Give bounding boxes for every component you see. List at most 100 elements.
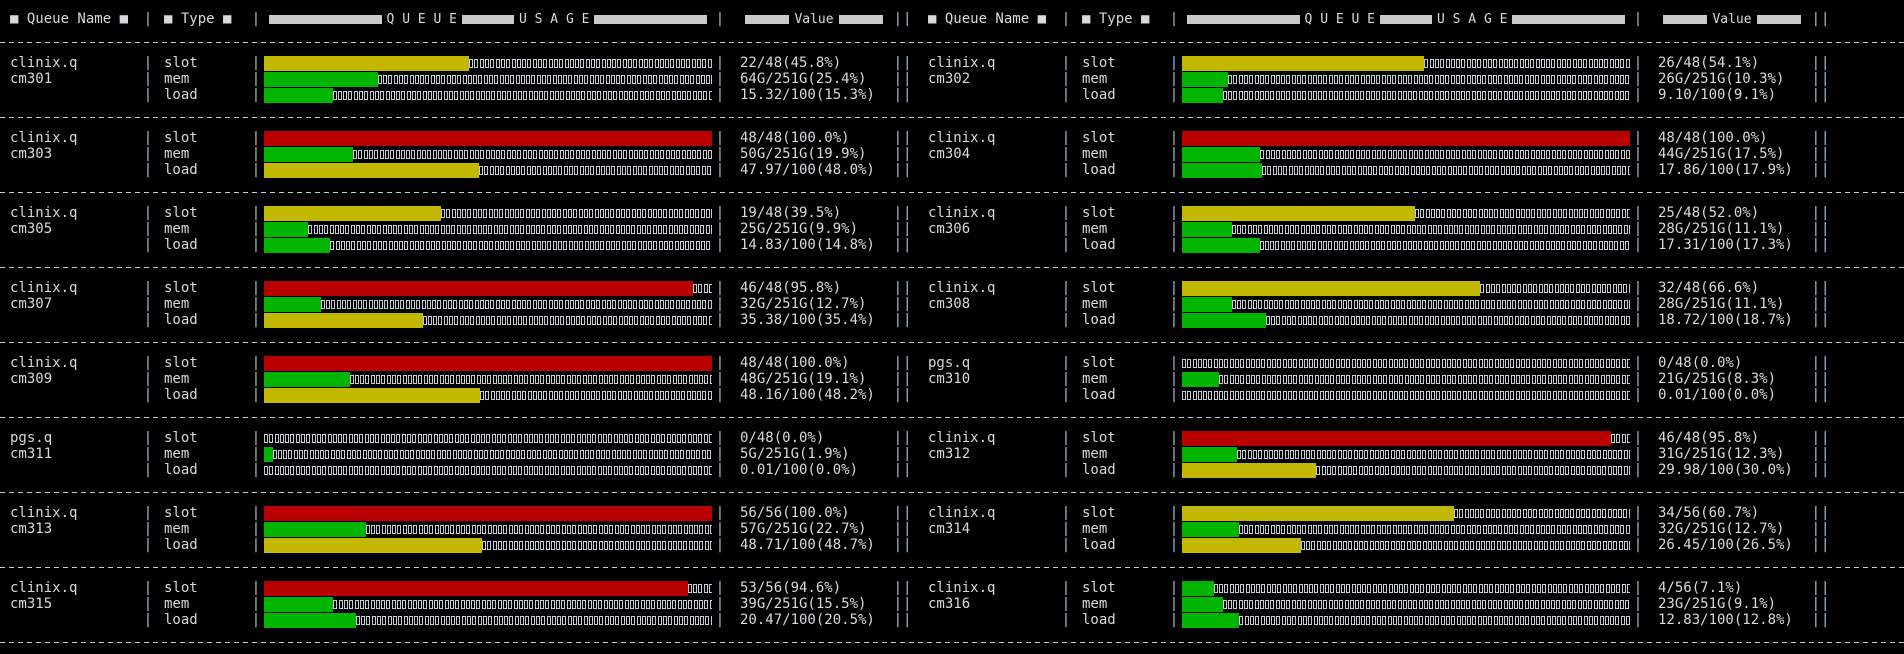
empty-box [1627, 374, 1630, 384]
empty-box [1591, 465, 1596, 475]
empty-box [1250, 390, 1255, 400]
empty-box [1361, 149, 1366, 159]
empty-box [1531, 390, 1536, 400]
empty-box [463, 299, 468, 309]
value-column-line: 4/56(7.1%) [1658, 580, 1743, 596]
empty-box [1454, 299, 1459, 309]
empty-box [578, 208, 583, 218]
empty-box [630, 374, 635, 384]
empty-box [428, 433, 433, 443]
usage-bar [264, 162, 712, 178]
empty-box [459, 433, 464, 443]
empty-box [1556, 599, 1561, 609]
empty-box [429, 374, 434, 384]
half-separator-line: || [1811, 55, 1831, 71]
empty-box [1537, 165, 1542, 175]
empty-box [634, 433, 639, 443]
empty-box [405, 299, 410, 309]
empty-box [433, 90, 438, 100]
empty-box [1373, 165, 1378, 175]
empty-box [1481, 240, 1486, 250]
empty-box [1452, 358, 1457, 368]
half-separator-line: || [893, 221, 913, 237]
empty-box [1473, 390, 1478, 400]
empty-box [622, 390, 627, 400]
value-column-line: 22/48(45.8%) [740, 55, 842, 71]
empty-box [1409, 374, 1414, 384]
empty-box [539, 90, 544, 100]
empty-box [428, 465, 433, 475]
empty-box [494, 165, 499, 175]
empty-box [1491, 508, 1495, 518]
column-separator: | | | [1166, 505, 1182, 567]
column-separator-line: | [143, 387, 153, 403]
empty-box [1616, 374, 1621, 384]
empty-box [1420, 390, 1425, 400]
empty-box [538, 58, 543, 68]
empty-box [1530, 74, 1535, 84]
empty-box [1219, 583, 1224, 593]
value-column-line: 64G/251G(25.4%) [740, 71, 867, 87]
empty-box [1599, 615, 1604, 625]
empty-box [614, 374, 619, 384]
empty-box [606, 165, 611, 175]
empty-box [1526, 208, 1531, 218]
empty-box [500, 165, 505, 175]
column-separator: | | | [1166, 355, 1182, 417]
empty-box [612, 390, 617, 400]
empty-box [1383, 358, 1388, 368]
empty-box [1427, 224, 1432, 234]
empty-box [636, 208, 641, 218]
empty-box [1489, 390, 1494, 400]
empty-box [512, 433, 517, 443]
empty-box [1408, 599, 1413, 609]
empty-box [383, 449, 388, 459]
empty-box [642, 208, 647, 218]
empty-box [484, 165, 489, 175]
empty-box [1271, 615, 1276, 625]
column-separator-line: | [1061, 371, 1071, 387]
empty-box [1300, 224, 1305, 234]
empty-box [1328, 240, 1333, 250]
empty-box [457, 449, 462, 459]
empty-box [1459, 508, 1464, 518]
empty-box [1583, 58, 1588, 68]
empty-box [420, 240, 425, 250]
empty-box [1620, 615, 1625, 625]
empty-box [672, 540, 677, 550]
empty-box [340, 224, 345, 234]
empty-box [379, 299, 384, 309]
empty-box [1411, 465, 1416, 475]
empty-box [446, 240, 451, 250]
column-separator-line: | [1169, 580, 1179, 596]
empty-box [1461, 315, 1466, 325]
empty-box [1265, 90, 1270, 100]
column-separator: | | | [140, 205, 156, 267]
empty-box [616, 449, 621, 459]
empty-box [670, 390, 675, 400]
empty-box [445, 524, 450, 534]
empty-box [1307, 74, 1312, 84]
empty-box [475, 465, 480, 475]
empty-box [508, 374, 513, 384]
usage-bar-empty [1228, 71, 1630, 87]
empty-box [1477, 74, 1482, 84]
empty-box [1564, 165, 1569, 175]
empty-box [513, 540, 518, 550]
empty-box [409, 240, 414, 250]
empty-box [1364, 540, 1369, 550]
empty-box [1487, 58, 1492, 68]
empty-box [1443, 224, 1448, 234]
empty-box [1523, 224, 1528, 234]
empty-box [1418, 599, 1423, 609]
empty-box [1556, 74, 1561, 84]
empty-box [700, 224, 705, 234]
empty-box [577, 599, 582, 609]
empty-box [658, 208, 663, 218]
usage-bar-fill [1182, 521, 1239, 537]
empty-box [636, 615, 641, 625]
empty-box [1434, 240, 1439, 250]
empty-box [1469, 508, 1474, 518]
empty-box [632, 74, 637, 84]
empty-box [518, 599, 523, 609]
